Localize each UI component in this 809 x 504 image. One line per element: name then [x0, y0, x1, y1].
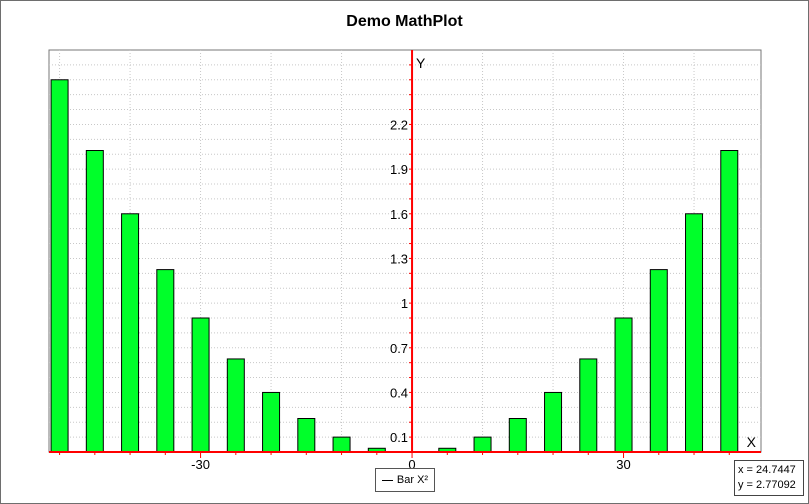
- bar: [156, 269, 175, 453]
- bar: [579, 358, 598, 453]
- legend-swatch: [381, 479, 393, 481]
- y-tick-label: 2.2: [390, 117, 408, 132]
- bar: [685, 213, 704, 453]
- y-tick-label: 0.7: [390, 341, 408, 356]
- y-tick-label: 1: [401, 296, 408, 311]
- coord-y: y = 2.77092: [738, 479, 796, 491]
- bar: [191, 317, 210, 453]
- legend[interactable]: Bar X²: [375, 468, 435, 492]
- y-tick-label: 0.4: [390, 385, 408, 400]
- chart-title: Demo MathPlot: [346, 13, 463, 30]
- x-tick-label: 0: [408, 457, 415, 472]
- y-axis-label: Y: [416, 55, 426, 71]
- y-tick-label: 1.6: [390, 207, 408, 222]
- bar: [614, 317, 633, 453]
- legend-label: Bar X²: [396, 474, 429, 486]
- tick-labels-group: -30 0 30 0.1 0.4 0.7 1 1.3 1.6 1.9 2.2 Y X: [191, 55, 756, 472]
- bar: [121, 213, 140, 453]
- bar: [297, 418, 316, 453]
- axes-group: [49, 50, 761, 458]
- bar: [85, 150, 104, 453]
- coordinate-readout: x = 24.7447 y = 2.77092: [734, 460, 804, 496]
- y-tick-label: 1.3: [390, 251, 408, 266]
- x-axis-label: X: [747, 434, 757, 450]
- bar: [649, 269, 668, 453]
- x-tick-label: -30: [191, 457, 210, 472]
- bar: [508, 418, 527, 453]
- bar: [262, 391, 281, 453]
- bar: [720, 150, 739, 453]
- bar: [226, 358, 245, 453]
- y-tick-label: 0.1: [390, 430, 408, 445]
- bar: [332, 436, 351, 453]
- bar: [473, 436, 492, 453]
- x-tick-label: 30: [616, 457, 630, 472]
- coord-x: x = 24.7447: [738, 464, 796, 476]
- bar: [544, 391, 563, 453]
- y-tick-label: 1.9: [390, 162, 408, 177]
- bar: [50, 79, 69, 453]
